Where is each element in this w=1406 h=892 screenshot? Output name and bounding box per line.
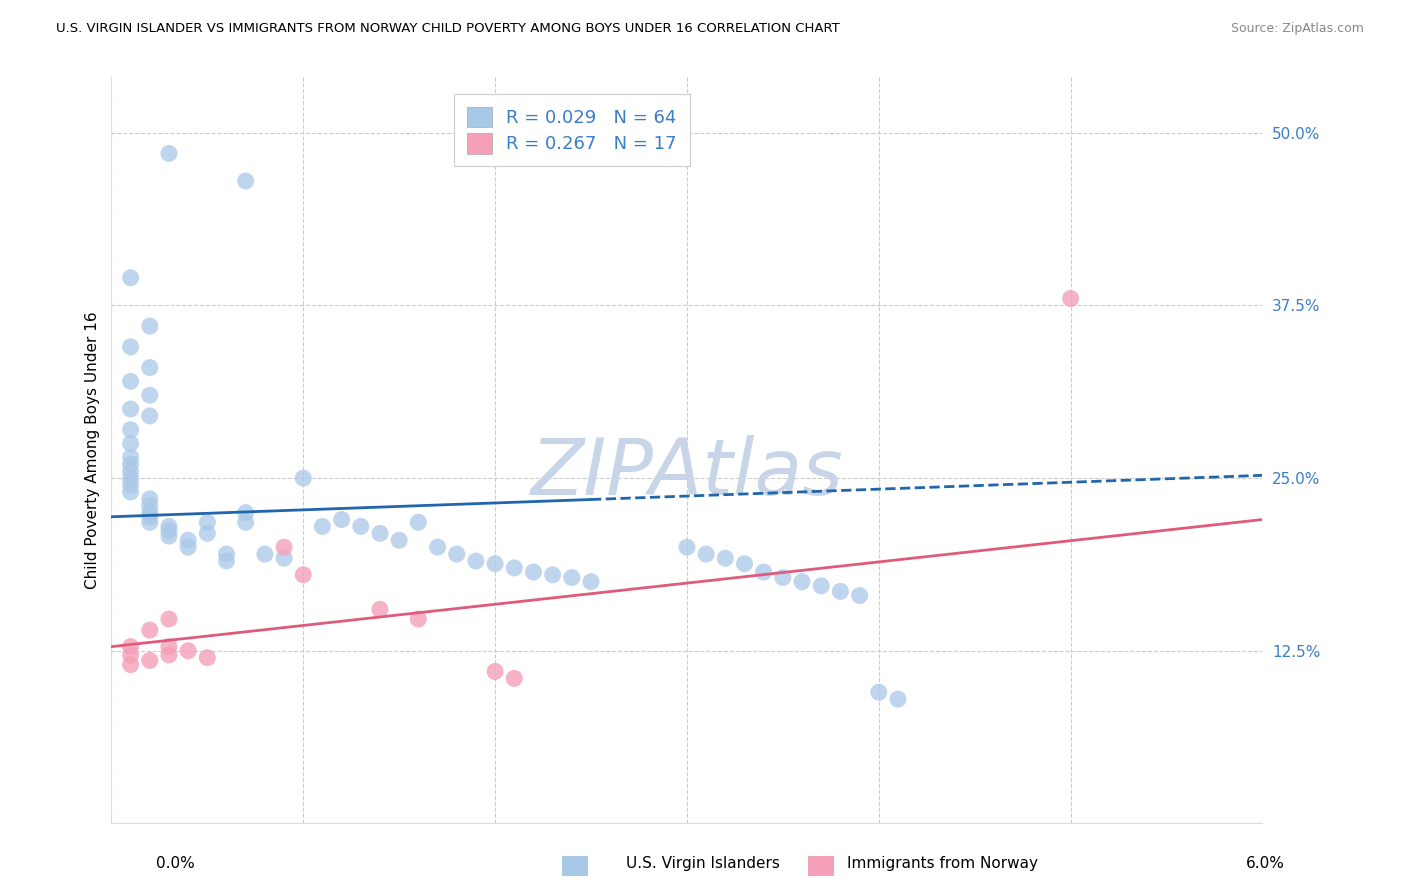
- Point: [714, 551, 737, 566]
- Point: [887, 692, 910, 706]
- Point: [120, 657, 142, 672]
- Point: [120, 478, 142, 492]
- Point: [273, 551, 295, 566]
- Point: [120, 471, 142, 485]
- Point: [195, 526, 218, 541]
- Point: [503, 561, 526, 575]
- Point: [139, 509, 162, 524]
- Point: [157, 529, 180, 543]
- Point: [772, 570, 794, 584]
- Point: [810, 579, 832, 593]
- Legend: R = 0.029   N = 64, R = 0.267   N = 17: R = 0.029 N = 64, R = 0.267 N = 17: [454, 94, 689, 166]
- Point: [484, 557, 506, 571]
- Point: [139, 499, 162, 513]
- Point: [848, 589, 870, 603]
- Point: [273, 540, 295, 554]
- Point: [157, 146, 180, 161]
- Point: [484, 665, 506, 679]
- Point: [157, 519, 180, 533]
- Point: [120, 340, 142, 354]
- Point: [253, 547, 276, 561]
- Point: [426, 540, 449, 554]
- Point: [195, 516, 218, 530]
- Point: [408, 612, 430, 626]
- Point: [139, 409, 162, 423]
- Point: [120, 450, 142, 465]
- Point: [120, 464, 142, 478]
- Point: [446, 547, 468, 561]
- Point: [139, 360, 162, 375]
- Point: [120, 640, 142, 654]
- Point: [1059, 292, 1081, 306]
- Point: [157, 640, 180, 654]
- Point: [120, 484, 142, 499]
- Point: [235, 506, 257, 520]
- Point: [579, 574, 602, 589]
- Point: [235, 516, 257, 530]
- Point: [868, 685, 890, 699]
- Point: [330, 512, 353, 526]
- Point: [120, 457, 142, 471]
- Point: [120, 402, 142, 417]
- Point: [368, 526, 391, 541]
- Point: [139, 506, 162, 520]
- Point: [139, 623, 162, 637]
- Point: [292, 567, 315, 582]
- Point: [139, 653, 162, 667]
- Point: [408, 516, 430, 530]
- Point: [157, 648, 180, 662]
- Point: [350, 519, 373, 533]
- Point: [177, 644, 200, 658]
- Point: [120, 270, 142, 285]
- Text: 0.0%: 0.0%: [156, 856, 195, 871]
- Point: [676, 540, 699, 554]
- Point: [292, 471, 315, 485]
- Point: [464, 554, 486, 568]
- Point: [790, 574, 813, 589]
- Point: [120, 436, 142, 450]
- Point: [830, 584, 852, 599]
- Point: [120, 423, 142, 437]
- Point: [752, 565, 775, 579]
- Point: [215, 547, 238, 561]
- Point: [734, 557, 756, 571]
- Point: [503, 672, 526, 686]
- Point: [157, 612, 180, 626]
- Text: U.S. Virgin Islanders: U.S. Virgin Islanders: [626, 856, 780, 871]
- Point: [522, 565, 544, 579]
- Point: [120, 375, 142, 389]
- Text: Source: ZipAtlas.com: Source: ZipAtlas.com: [1230, 22, 1364, 36]
- Point: [177, 533, 200, 548]
- Point: [235, 174, 257, 188]
- Point: [215, 554, 238, 568]
- Point: [120, 648, 142, 662]
- Point: [695, 547, 717, 561]
- Point: [139, 319, 162, 334]
- Point: [139, 516, 162, 530]
- Text: 6.0%: 6.0%: [1246, 856, 1285, 871]
- Text: Immigrants from Norway: Immigrants from Norway: [846, 856, 1038, 871]
- Text: U.S. VIRGIN ISLANDER VS IMMIGRANTS FROM NORWAY CHILD POVERTY AMONG BOYS UNDER 16: U.S. VIRGIN ISLANDER VS IMMIGRANTS FROM …: [56, 22, 839, 36]
- Point: [368, 602, 391, 616]
- Point: [157, 524, 180, 538]
- Text: ZIPAtlas: ZIPAtlas: [530, 434, 844, 511]
- Point: [139, 388, 162, 402]
- Point: [139, 491, 162, 506]
- Point: [311, 519, 333, 533]
- Point: [388, 533, 411, 548]
- Point: [177, 540, 200, 554]
- Point: [561, 570, 583, 584]
- Y-axis label: Child Poverty Among Boys Under 16: Child Poverty Among Boys Under 16: [86, 311, 100, 590]
- Point: [541, 567, 564, 582]
- Point: [195, 650, 218, 665]
